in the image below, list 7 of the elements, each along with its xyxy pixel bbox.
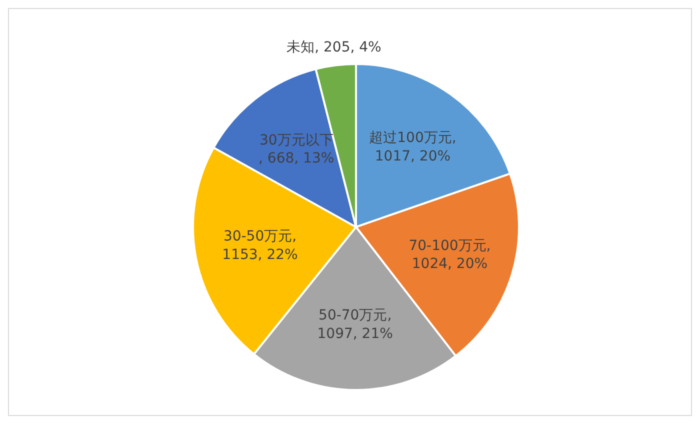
slice-label: 超过100万元, 1017, 20% xyxy=(369,130,456,164)
slice-label: 30-50万元, 1153, 22% xyxy=(222,228,298,263)
slice-label: 未知, 205, 4% xyxy=(286,39,382,56)
data-label: , 668, 13% xyxy=(258,150,334,167)
slice-label: 30万元以下 xyxy=(259,132,334,148)
slice-label: 50-70万元, 1097, 21% xyxy=(317,308,393,342)
slice-label: 70-100万元, 1024, 20% xyxy=(408,238,491,272)
